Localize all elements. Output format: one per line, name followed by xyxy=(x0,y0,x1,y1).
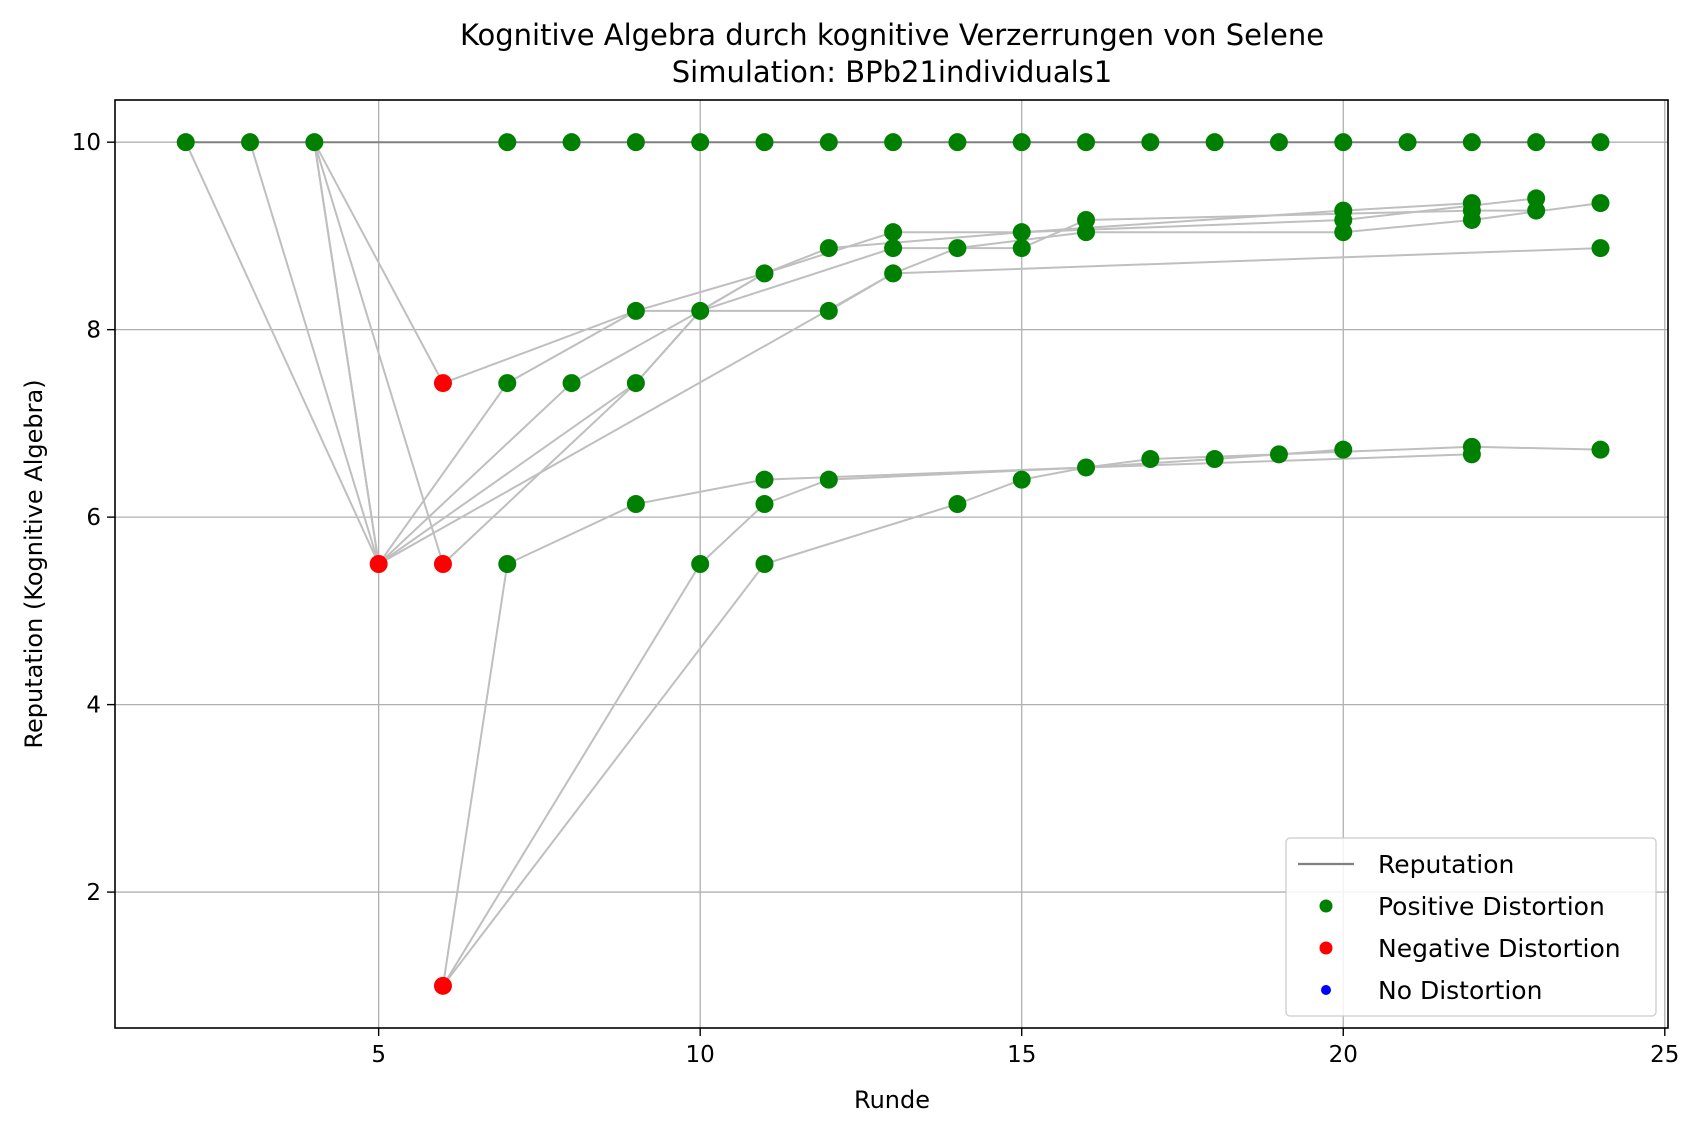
legend-marker-swatch xyxy=(1319,941,1333,955)
positive-distortion-point xyxy=(1269,133,1288,152)
y-tick-label: 4 xyxy=(86,693,101,719)
positive-distortion-point xyxy=(691,133,710,152)
positive-distortion-point xyxy=(1077,210,1096,229)
positive-distortion-point xyxy=(626,374,645,393)
positive-distortion-point xyxy=(1591,133,1610,152)
y-tick-label: 2 xyxy=(86,880,101,906)
chart-subtitle: Simulation: BPb21individuals1 xyxy=(672,55,1112,89)
positive-distortion-point xyxy=(626,495,645,514)
positive-distortion-point xyxy=(1077,458,1096,477)
positive-distortion-point xyxy=(305,133,324,152)
positive-distortion-point xyxy=(948,495,967,514)
positive-distortion-point xyxy=(948,133,967,152)
negative-distortion-point xyxy=(369,555,388,573)
positive-distortion-point xyxy=(498,374,517,393)
positive-distortion-point xyxy=(1462,437,1481,456)
positive-distortion-point xyxy=(1334,440,1353,459)
x-tick-label: 10 xyxy=(686,1042,715,1068)
positive-distortion-point xyxy=(241,133,260,152)
positive-distortion-point xyxy=(562,374,581,393)
positive-distortion-point xyxy=(755,470,774,489)
positive-distortion-point xyxy=(755,555,774,573)
positive-distortion-point xyxy=(1205,450,1224,469)
positive-distortion-point xyxy=(1012,239,1031,258)
positive-distortion-point xyxy=(626,301,645,320)
x-tick-label: 5 xyxy=(371,1042,386,1068)
legend-label: Positive Distortion xyxy=(1378,892,1605,921)
positive-distortion-point xyxy=(1141,450,1160,469)
negative-distortion-point xyxy=(433,976,452,995)
positive-distortion-point xyxy=(1334,201,1353,220)
positive-distortion-point xyxy=(1012,133,1031,152)
x-tick-label: 20 xyxy=(1329,1042,1358,1068)
positive-distortion-point xyxy=(1398,133,1417,152)
positive-distortion-point xyxy=(884,239,903,258)
positive-distortion-point xyxy=(1591,440,1610,459)
positive-distortion-point xyxy=(498,555,517,573)
positive-distortion-point xyxy=(884,223,903,242)
positive-distortion-point xyxy=(819,301,838,320)
x-tick-label: 15 xyxy=(1007,1042,1036,1068)
positive-distortion-point xyxy=(1012,223,1031,242)
positive-distortion-point xyxy=(884,264,903,283)
legend-marker-swatch xyxy=(1321,985,1331,995)
positive-distortion-point xyxy=(819,133,838,152)
positive-distortion-point xyxy=(819,239,838,258)
positive-distortion-point xyxy=(1141,133,1160,152)
positive-distortion-point xyxy=(1077,133,1096,152)
axis-ticks: 5 10 15 20 25 2 4 6 8 10 xyxy=(72,130,1680,1068)
positive-distortion-point xyxy=(755,495,774,514)
legend-label: Reputation xyxy=(1378,850,1514,879)
legend-marker-swatch xyxy=(1319,899,1333,913)
positive-distortion-point xyxy=(819,470,838,489)
positive-distortion-point xyxy=(1334,133,1353,152)
positive-distortion-point xyxy=(948,239,967,258)
legend-box xyxy=(1285,837,1657,1017)
positive-distortion-point xyxy=(755,264,774,283)
legend: Reputation Positive Distortion Negative Di… xyxy=(1285,837,1657,1017)
positive-distortion-point xyxy=(1527,133,1546,152)
y-tick-label: 10 xyxy=(72,130,101,156)
x-axis-label: Runde xyxy=(854,1086,930,1114)
negative-distortion-point xyxy=(433,555,452,573)
positive-distortion-point xyxy=(884,133,903,152)
positive-distortion-point xyxy=(1205,133,1224,152)
legend-label: No Distortion xyxy=(1378,976,1542,1005)
x-tick-label: 25 xyxy=(1650,1042,1679,1068)
y-tick-label: 6 xyxy=(86,505,101,531)
chart-title: Kognitive Algebra durch kognitive Verzer… xyxy=(460,18,1324,52)
plot-frame xyxy=(114,99,1669,1029)
positive-distortion-point xyxy=(755,133,774,152)
positive-distortion-point xyxy=(1462,194,1481,213)
negative-distortion-point xyxy=(433,374,452,393)
y-tick-label: 8 xyxy=(86,318,101,344)
legend-label: Negative Distortion xyxy=(1378,934,1621,963)
data-markers xyxy=(176,133,1610,995)
positive-distortion-point xyxy=(626,133,645,152)
positive-distortion-point xyxy=(562,133,581,152)
positive-distortion-point xyxy=(1269,445,1288,464)
positive-distortion-point xyxy=(691,555,710,573)
positive-distortion-point xyxy=(1527,189,1546,208)
positive-distortion-point xyxy=(1591,239,1610,258)
positive-distortion-point xyxy=(1012,470,1031,489)
positive-distortion-point xyxy=(176,133,195,152)
positive-distortion-point xyxy=(691,301,710,320)
positive-distortion-point xyxy=(498,133,517,152)
y-axis-label: Reputation (Kognitive Algebra) xyxy=(20,379,48,748)
positive-distortion-point xyxy=(1462,133,1481,152)
positive-distortion-point xyxy=(1591,194,1610,213)
